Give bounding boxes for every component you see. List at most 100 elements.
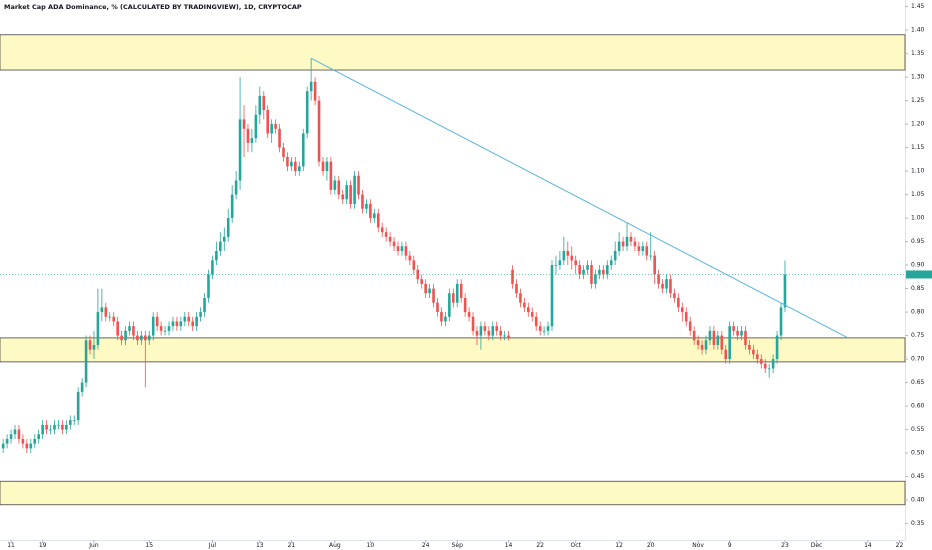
candle-body xyxy=(349,185,352,204)
candle-body xyxy=(238,119,242,181)
candle-body xyxy=(282,147,285,157)
candle-body xyxy=(424,283,427,294)
y-tick-label: 0.95 xyxy=(911,238,925,245)
candle-body xyxy=(100,307,104,313)
last-price-marker xyxy=(906,270,932,279)
candle-body xyxy=(151,316,155,336)
candle-body xyxy=(688,321,692,331)
y-tick-label: 1.25 xyxy=(911,97,925,104)
candle-body xyxy=(732,326,735,331)
candle-body xyxy=(33,438,37,444)
candle-body xyxy=(617,241,621,251)
candle-body xyxy=(49,429,52,431)
candle-body xyxy=(159,326,163,331)
x-tick-label: 13 xyxy=(256,542,264,549)
candle-body xyxy=(598,269,601,275)
candle-body xyxy=(84,340,88,383)
candle-body xyxy=(96,312,100,345)
y-tick-label: 0.40 xyxy=(911,497,925,504)
candle-body xyxy=(317,100,321,162)
candle-body xyxy=(728,326,731,360)
candle-body xyxy=(266,109,270,134)
candle-body xyxy=(25,443,29,449)
candle-body xyxy=(736,330,739,336)
candle-body xyxy=(108,316,112,318)
candle-body xyxy=(345,185,348,200)
candle-body xyxy=(140,335,143,341)
candle-body xyxy=(752,349,755,355)
candle-body xyxy=(396,246,400,251)
y-tick-label: 1.15 xyxy=(911,144,925,151)
candle-body xyxy=(708,330,712,341)
candle-body xyxy=(68,420,72,425)
candle-body xyxy=(527,307,530,313)
candle-body xyxy=(645,246,649,256)
candle-body xyxy=(215,250,218,261)
candle-body xyxy=(384,232,388,237)
x-tick-label: 19 xyxy=(39,542,47,549)
candle-body xyxy=(570,255,574,261)
candle-body xyxy=(621,241,625,247)
y-tick-label: 0.45 xyxy=(911,473,925,480)
candle-body xyxy=(586,265,589,270)
candle-body xyxy=(147,335,151,341)
x-tick-label: 14 xyxy=(864,542,872,549)
candle-body xyxy=(605,265,609,275)
candle-body xyxy=(195,316,198,327)
candle-body xyxy=(444,316,447,322)
x-tick-label: 12 xyxy=(615,542,623,549)
candle-body xyxy=(199,312,202,317)
candle-body xyxy=(112,316,116,322)
candle-body xyxy=(412,260,416,270)
candle-body xyxy=(167,326,171,331)
candle-body xyxy=(503,335,506,337)
candle-body xyxy=(234,180,238,195)
candle-body xyxy=(436,302,439,313)
candle-body xyxy=(369,203,372,219)
candle-body xyxy=(222,236,226,242)
candle-body xyxy=(467,312,471,317)
candle-body xyxy=(609,260,613,266)
candle-body xyxy=(684,312,688,322)
candle-body xyxy=(61,424,64,430)
candle-body xyxy=(144,335,147,341)
candle-body xyxy=(13,429,17,435)
candle-body xyxy=(495,326,499,331)
candle-body xyxy=(392,241,396,247)
candle-body xyxy=(578,265,581,275)
y-tick-label: 0.90 xyxy=(911,262,925,269)
candle-body xyxy=(41,424,44,435)
candle-body xyxy=(712,330,716,345)
candle-body xyxy=(767,368,771,370)
candle-body xyxy=(290,161,293,167)
candle-body xyxy=(554,265,558,266)
y-tick-label: 1.10 xyxy=(911,168,925,175)
candle-body xyxy=(681,307,684,313)
x-tick-label: 23 xyxy=(781,542,789,549)
candle-body xyxy=(357,175,360,195)
x-tick-label: 9 xyxy=(728,542,732,549)
candle-body xyxy=(530,312,534,317)
x-tick-label: Sep xyxy=(452,542,464,549)
y-tick-label: 1.40 xyxy=(911,27,925,34)
candle-body xyxy=(491,326,495,336)
candle-body xyxy=(582,269,585,275)
candle-body xyxy=(211,260,214,275)
y-tick-label: 1.30 xyxy=(911,74,925,81)
candle-body xyxy=(207,274,210,298)
candle-body xyxy=(321,161,325,172)
candle-body xyxy=(337,180,341,195)
candle-body xyxy=(451,293,455,303)
candle-body xyxy=(448,293,451,317)
candle-body xyxy=(440,312,443,322)
candle-body xyxy=(116,321,119,336)
candle-body xyxy=(519,293,522,303)
candle-body xyxy=(523,302,526,308)
candle-body xyxy=(21,438,25,444)
candle-body xyxy=(661,283,664,289)
candle-body xyxy=(649,255,653,257)
candle-body xyxy=(171,321,175,327)
candle-body xyxy=(487,330,491,336)
candle-body xyxy=(724,349,728,360)
